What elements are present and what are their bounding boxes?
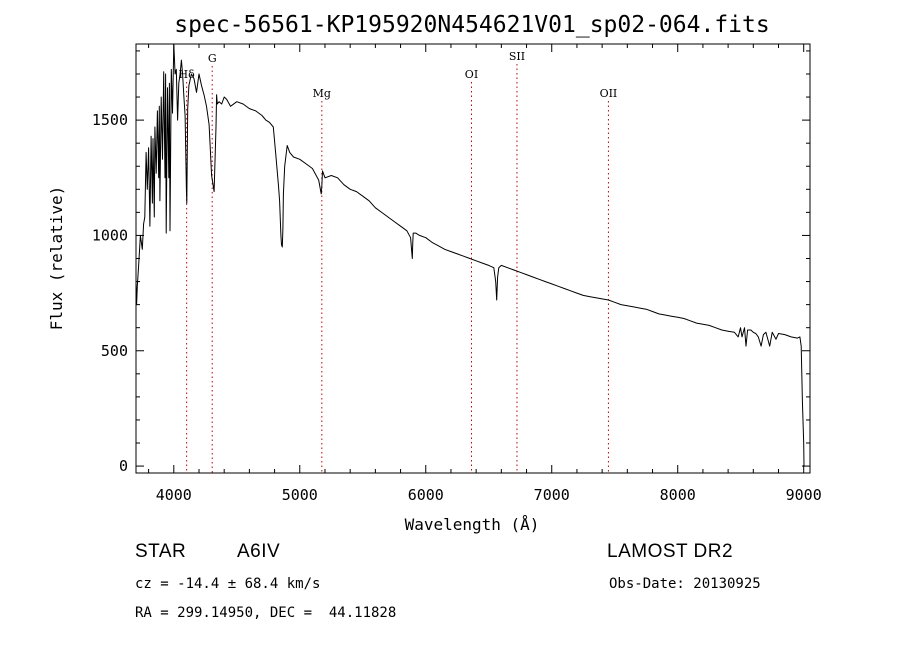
x-tick-label: 7000 xyxy=(534,486,570,504)
x-tick-label: 6000 xyxy=(408,486,444,504)
line-marker-label: G xyxy=(208,52,217,65)
line-marker-label: OII xyxy=(600,87,618,100)
line-marker-label: Hδ xyxy=(179,68,196,81)
x-tick-label: 5000 xyxy=(282,486,318,504)
x-tick-label: 4000 xyxy=(156,486,192,504)
y-tick-label: 1000 xyxy=(92,226,128,244)
y-axis-label: Flux (relative) xyxy=(47,186,66,331)
y-tick-label: 1500 xyxy=(92,111,128,129)
series-group xyxy=(135,43,805,467)
y-axis: 0 500 1000 1500 xyxy=(92,50,810,475)
x-tick-label: 8000 xyxy=(660,486,696,504)
line-marker-label: Mg xyxy=(313,87,331,100)
redshift-label: cz = -14.4 ± 68.4 km/s xyxy=(135,576,321,592)
chart-title: spec-56561-KP195920N454621V01_sp02-064.f… xyxy=(174,12,769,38)
survey-label: LAMOST DR2 xyxy=(607,541,734,562)
plot-frame xyxy=(135,43,811,474)
spectrum-line xyxy=(135,43,805,467)
subclass-label: A6IV xyxy=(237,541,281,562)
object-type-label: STAR xyxy=(135,541,187,562)
x-axis: 4000 5000 6000 7000 8000 9000 xyxy=(148,44,822,504)
line-markers: Hδ G Mg OI SII OII xyxy=(179,50,618,473)
line-marker-label: SII xyxy=(509,50,525,63)
coordinates-label: RA = 299.14950, DEC = 44.11828 xyxy=(135,605,397,621)
y-tick-label: 500 xyxy=(101,342,128,360)
x-axis-label: Wavelength (Å) xyxy=(405,515,540,534)
obs-date-label: Obs-Date: 20130925 xyxy=(609,576,761,592)
line-marker-label: OI xyxy=(465,68,478,81)
x-tick-label: 9000 xyxy=(786,486,822,504)
y-tick-label: 0 xyxy=(119,457,128,475)
